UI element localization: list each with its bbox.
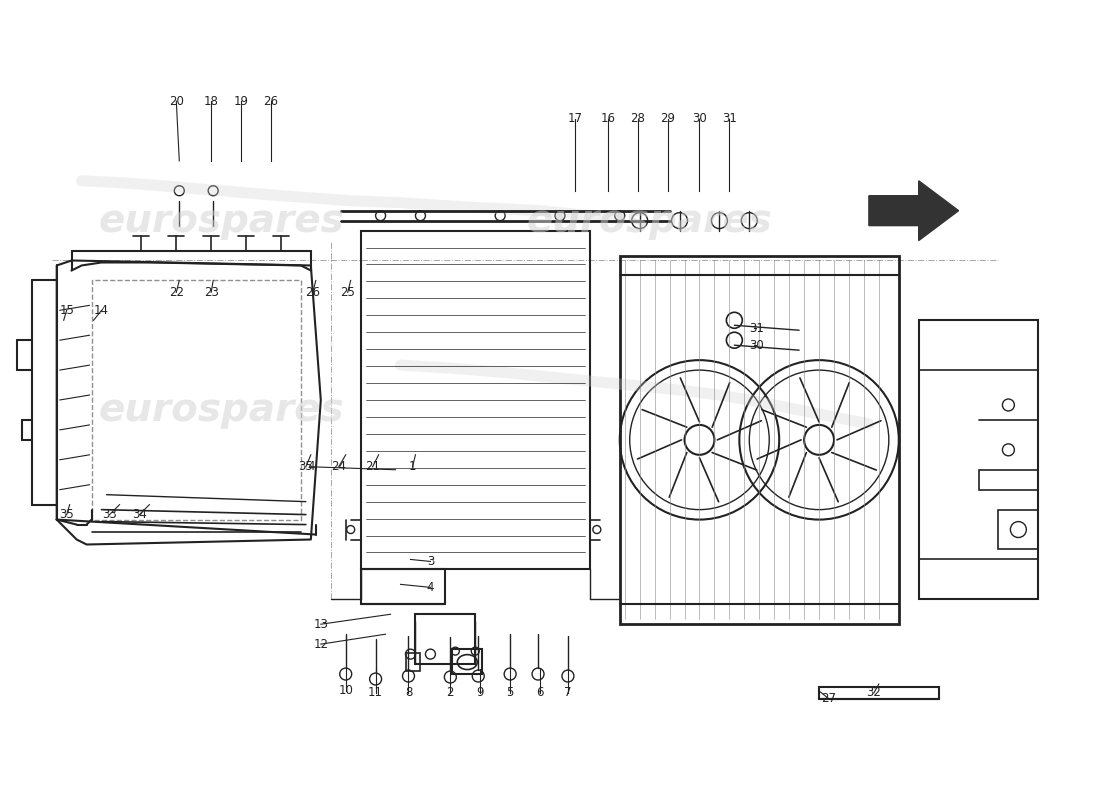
Text: 20: 20 (169, 94, 184, 107)
Polygon shape (869, 181, 958, 241)
Text: eurospares: eurospares (527, 202, 772, 240)
Text: 34: 34 (132, 508, 147, 521)
Text: 17: 17 (568, 113, 582, 126)
Bar (619, 255, 899, 624)
Text: 7: 7 (564, 686, 572, 699)
Text: 30: 30 (692, 113, 707, 126)
Text: 27: 27 (822, 693, 836, 706)
Text: 21: 21 (365, 460, 381, 474)
Text: 29: 29 (660, 113, 675, 126)
Text: eurospares: eurospares (98, 202, 344, 240)
Text: 23: 23 (204, 286, 219, 299)
Text: 16: 16 (601, 113, 615, 126)
Bar (918, 320, 1038, 599)
Text: 1: 1 (409, 460, 416, 474)
Text: 18: 18 (204, 94, 219, 107)
Bar (416, 614, 475, 664)
Text: 35: 35 (59, 508, 74, 521)
Text: 25: 25 (340, 286, 355, 299)
Text: 35: 35 (298, 460, 314, 474)
Text: 10: 10 (339, 685, 353, 698)
Text: 15: 15 (59, 304, 74, 317)
Text: 32: 32 (867, 686, 881, 699)
Text: 31: 31 (722, 113, 737, 126)
Text: 12: 12 (314, 638, 328, 650)
Bar (979, 470, 1038, 490)
Bar (361, 230, 590, 570)
Text: 5: 5 (506, 686, 514, 699)
Bar (820, 687, 938, 699)
Text: 13: 13 (314, 618, 328, 630)
Text: 26: 26 (264, 94, 278, 107)
Bar (406, 653, 420, 671)
Text: 31: 31 (749, 322, 763, 334)
Text: 3: 3 (427, 555, 434, 568)
Bar (452, 649, 482, 674)
Text: 8: 8 (405, 686, 412, 699)
Text: 2: 2 (447, 686, 454, 699)
Text: 22: 22 (168, 286, 184, 299)
Text: 6: 6 (537, 686, 543, 699)
Text: eurospares: eurospares (98, 391, 344, 429)
Text: 33: 33 (102, 508, 117, 521)
Text: 26: 26 (306, 286, 320, 299)
Text: 30: 30 (749, 338, 763, 352)
Bar (361, 570, 446, 604)
Text: 28: 28 (630, 113, 645, 126)
Text: 9: 9 (476, 686, 484, 699)
Text: 24: 24 (331, 460, 346, 474)
Bar (999, 510, 1038, 550)
Text: 4: 4 (307, 460, 315, 474)
Text: 4: 4 (427, 581, 434, 594)
Text: 11: 11 (368, 686, 383, 699)
Text: 19: 19 (233, 94, 249, 107)
Text: 14: 14 (95, 304, 109, 317)
